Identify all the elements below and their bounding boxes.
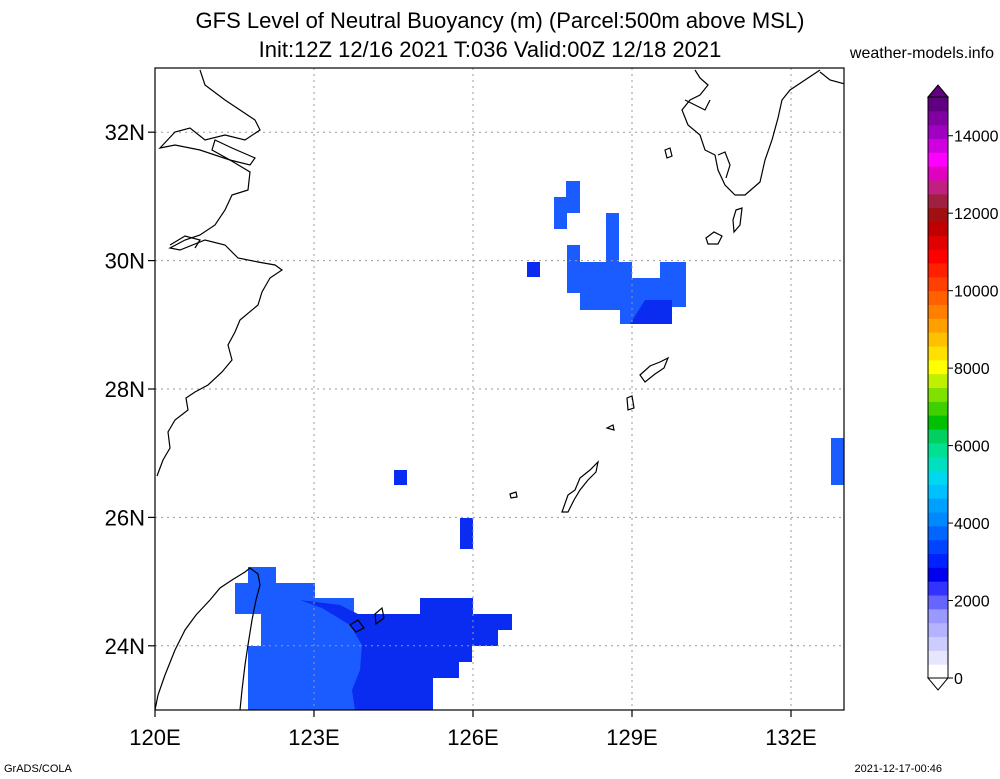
footer-timestamp: 2021-12-17-00:46: [854, 763, 942, 775]
buoyancy-shading: [235, 181, 844, 710]
colorbar-segment: [928, 221, 948, 236]
colorbar-label: 10000: [954, 284, 999, 301]
colorbar-segment: [928, 498, 948, 513]
colorbar-segment: [928, 401, 948, 416]
colorbar-segment: [928, 470, 948, 485]
colorbar-segment: [928, 539, 948, 554]
colorbar-segment: [928, 249, 948, 264]
colorbar-segment: [928, 456, 948, 471]
shade-north-dark: [630, 300, 672, 324]
shade-north-small: [554, 181, 580, 229]
tick-label-lat: 26N: [105, 505, 145, 530]
tick-label-lat: 30N: [105, 249, 145, 274]
tick-label-lon: 126E: [447, 725, 498, 750]
shade-cell-b: [394, 470, 407, 485]
island-small-1: [509, 491, 518, 499]
colorbar-label: 8000: [954, 361, 990, 378]
coast-kyushu-bay: [717, 151, 731, 179]
shade-north: [567, 213, 686, 324]
island-yakushima: [705, 231, 723, 245]
colorbar-segment: [928, 138, 948, 153]
colorbar-segment: [928, 318, 948, 333]
coast-china: [156, 69, 284, 477]
shade-cell-d: [831, 438, 844, 485]
coast-kyushu: [681, 69, 821, 196]
colorbar-segment: [928, 332, 948, 347]
tick-label-lat: 32N: [105, 120, 145, 145]
title-line-1: GFS Level of Neutral Buoyancy (m) (Parce…: [195, 8, 805, 33]
coast-china-estuary: [211, 139, 256, 166]
colorbar-segment: [928, 276, 948, 292]
colorbar-segment: [928, 622, 948, 637]
coast-kyushu-inlet: [684, 99, 711, 111]
colorbar-segment: [928, 193, 948, 209]
shade-cell-c: [460, 518, 473, 549]
island-tokuno: [626, 395, 635, 411]
colorbar-min-arrow: [926, 677, 950, 691]
colorbar-segment: [928, 290, 948, 305]
tick-label-lon: 120E: [129, 725, 180, 750]
tick-label-lon: 129E: [606, 725, 657, 750]
colorbar-label: 0: [954, 671, 963, 688]
tick-label-lat: 28N: [105, 377, 145, 402]
colorbar-segment: [928, 373, 948, 388]
colorbar-segment: [928, 608, 948, 624]
colorbar-segment: [928, 581, 948, 596]
colorbar-segment: [928, 304, 948, 319]
colorbar-segment: [928, 124, 948, 139]
island-ishigaki: [349, 619, 365, 633]
tick-label-lat: 24N: [105, 634, 145, 659]
site-credit: weather-models.info: [849, 45, 994, 62]
colorbar-segment: [928, 442, 948, 458]
colorbar-segment: [928, 235, 948, 250]
island-goto: [664, 147, 673, 159]
tick-label-lon: 132E: [765, 725, 816, 750]
colorbar-segment: [928, 429, 948, 444]
colorbar-segment: [928, 263, 948, 278]
colorbar-segment: [928, 166, 948, 181]
colorbar-label: 6000: [954, 439, 990, 456]
colorbar-segment: [928, 650, 948, 665]
shade-south-dark: [300, 598, 512, 710]
island-amami: [639, 356, 670, 383]
title-line-2: Init:12Z 12/16 2021 T:036 Valid:00Z 12/1…: [258, 37, 722, 62]
tick-label-lon: 123E: [288, 725, 339, 750]
colorbar: 0 2000 4000 6000 8000 10000 12000 14000: [926, 84, 999, 691]
colorbar-segment: [928, 567, 948, 582]
footer-grads: GrADS/COLA: [4, 763, 72, 775]
island-miyako: [374, 606, 385, 626]
colorbar-segment: [928, 110, 948, 126]
colorbar-segment: [928, 525, 948, 541]
island-tanegashima: [732, 207, 743, 234]
colorbar-label: 14000: [954, 129, 999, 146]
coast-shikoku: [819, 71, 844, 85]
colorbar-segment: [928, 415, 948, 430]
colorbar-segment: [928, 97, 948, 112]
colorbar-segment: [928, 484, 948, 499]
colorbar-segment: [928, 207, 948, 222]
coastlines: [155, 69, 844, 710]
colorbar-label: 12000: [954, 206, 999, 223]
colorbar-segment: [928, 664, 948, 679]
shade-cell-a: [527, 262, 540, 277]
colorbar-segment: [928, 553, 948, 568]
colorbar-segment: [928, 359, 948, 375]
colorbar-max-arrow: [926, 84, 950, 98]
colorbar-segment: [928, 512, 948, 527]
island-small-2: [605, 424, 615, 431]
island-taiwan: [155, 567, 261, 710]
island-okinawa: [561, 460, 599, 513]
colorbar-segment: [928, 387, 948, 402]
colorbar-segment: [928, 595, 948, 610]
colorbar-segment: [928, 346, 948, 361]
axis-ticks: 120E 123E 126E 129E 132E 24N 26N 28N 30N 32N: [105, 120, 817, 750]
coast-china-bay: [169, 235, 201, 249]
colorbar-frame: [927, 96, 949, 679]
colorbar-segment: [928, 180, 948, 195]
colorbar-segment: [928, 636, 948, 651]
colorbar-label: 4000: [954, 516, 990, 533]
colorbar-segment: [928, 152, 948, 167]
colorbar-label: 2000: [954, 594, 990, 611]
